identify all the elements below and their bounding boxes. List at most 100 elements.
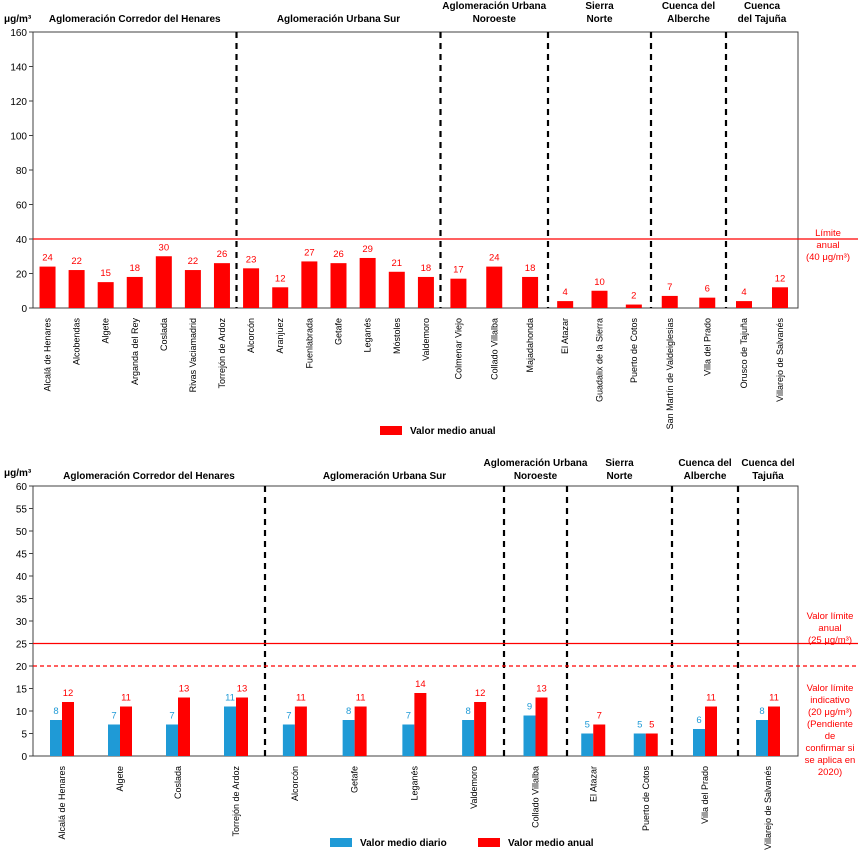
bar-value-label: 11 (706, 693, 716, 704)
x-tick-label: Valdemoro (421, 318, 431, 361)
y-tick-label: 35 (16, 595, 28, 606)
bar-value-label: 13 (179, 684, 190, 695)
x-tick-label: Coslada (173, 766, 183, 799)
legend-swatch (330, 838, 352, 847)
x-tick-label: Villarejo de Salvanés (763, 766, 773, 850)
limit-label: (Pendiente (807, 719, 853, 730)
bar (522, 277, 538, 308)
bar-value-label: 7 (597, 711, 602, 722)
x-tick-label: Puerto de Cotos (641, 766, 651, 832)
legend-label: Valor medio diario (360, 838, 447, 849)
y-tick-label: 15 (16, 685, 28, 696)
bar-value-label: 7 (169, 711, 174, 722)
bar (414, 693, 426, 756)
limit-label: (20 μg/m³) (808, 707, 852, 718)
bar-value-label: 4 (563, 287, 568, 298)
bar-value-label: 10 (594, 277, 605, 288)
bar-value-label: 17 (453, 265, 464, 276)
bar-value-label: 8 (759, 706, 764, 717)
plot-frame (33, 32, 798, 308)
x-tick-label: Alcalá de Henares (43, 318, 53, 392)
bar-value-label: 7 (111, 711, 116, 722)
x-tick-label: El Atazar (560, 318, 570, 354)
x-tick-label: Puerto de Cotos (629, 318, 639, 384)
bar-value-label: 18 (525, 263, 536, 274)
bar (120, 707, 132, 757)
bar-value-label: 22 (188, 256, 199, 267)
x-tick-label: Móstoles (392, 318, 402, 355)
bar (166, 725, 178, 757)
group-label: Sierra (605, 458, 634, 469)
y-tick-label: 55 (16, 505, 28, 516)
bar (736, 301, 752, 308)
bar-value-label: 12 (775, 273, 786, 284)
x-tick-label: Valdemoro (469, 766, 479, 809)
bar-value-label: 6 (705, 284, 710, 295)
x-tick-label: Collado Villalba (489, 318, 499, 380)
y-tick-label: 30 (16, 617, 28, 628)
bar-value-label: 7 (406, 711, 411, 722)
bar-value-label: 22 (71, 256, 82, 267)
legend-label: Valor medio anual (410, 426, 496, 437)
bar (272, 287, 288, 308)
bar (185, 270, 201, 308)
group-label: Aglomeración Urbana (484, 458, 588, 469)
x-tick-label: El Atazar (588, 766, 598, 802)
bar (699, 298, 715, 308)
x-tick-label: Alcobendas (72, 318, 82, 366)
bar-value-label: 11 (769, 693, 779, 704)
bar (62, 702, 74, 756)
y-tick-label: 20 (16, 270, 28, 281)
bar-value-label: 11 (225, 693, 235, 704)
x-tick-label: Villa del Prado (702, 318, 712, 376)
x-tick-label: Leganés (409, 766, 419, 801)
group-label: Alberche (684, 471, 727, 482)
bar-value-label: 21 (391, 258, 402, 269)
bar (224, 707, 236, 757)
y-unit-label: μg/m³ (4, 468, 32, 479)
limit-label: anual (818, 623, 841, 634)
x-tick-label: Rivas Vaciamadrid (188, 318, 198, 392)
y-tick-label: 60 (16, 482, 28, 493)
bar (295, 707, 307, 757)
x-tick-label: Alcorcón (246, 318, 256, 353)
bar (474, 702, 486, 756)
bar (662, 296, 678, 308)
bar-value-label: 8 (465, 706, 470, 717)
bar-value-label: 8 (53, 706, 58, 717)
bar (69, 270, 85, 308)
bar (389, 272, 405, 308)
bar-value-label: 6 (696, 715, 701, 726)
group-label: Cuenca del (741, 458, 795, 469)
x-tick-label: Villa del Prado (700, 766, 710, 824)
bar-value-label: 13 (536, 684, 547, 695)
bar (127, 277, 143, 308)
bar (626, 305, 642, 308)
group-label: Aglomeración Urbana (442, 1, 546, 12)
x-tick-label: Leganés (363, 318, 373, 353)
y-tick-label: 40 (16, 235, 28, 246)
chart-1: 0 20 40 60 80 100 120 140 160 μg/m³ Límiteanual(40… (4, 1, 858, 437)
y-unit-label: μg/m³ (4, 14, 32, 25)
limit-label: Límite (815, 228, 841, 239)
bar (693, 729, 705, 756)
y-tick-label: 0 (21, 752, 27, 763)
bar (592, 291, 608, 308)
bar (772, 287, 788, 308)
bar-value-label: 18 (421, 263, 432, 274)
x-tick-label: Algete (101, 318, 111, 344)
bar-value-label: 26 (217, 249, 228, 260)
bar-value-label: 11 (356, 693, 366, 704)
bar-value-label: 5 (585, 720, 590, 731)
group-label: Cuenca del (678, 458, 732, 469)
bar (331, 263, 347, 308)
group-label: Alberche (667, 14, 710, 25)
legend-label: Valor medio anual (508, 838, 594, 849)
bar (301, 261, 317, 308)
bar (40, 267, 56, 308)
bar-value-label: 8 (346, 706, 351, 717)
bar-value-label: 18 (129, 263, 140, 274)
bar (236, 698, 248, 757)
x-tick-label: Alcorcón (290, 766, 300, 801)
x-tick-label: Guadalix de la Sierra (595, 318, 605, 402)
